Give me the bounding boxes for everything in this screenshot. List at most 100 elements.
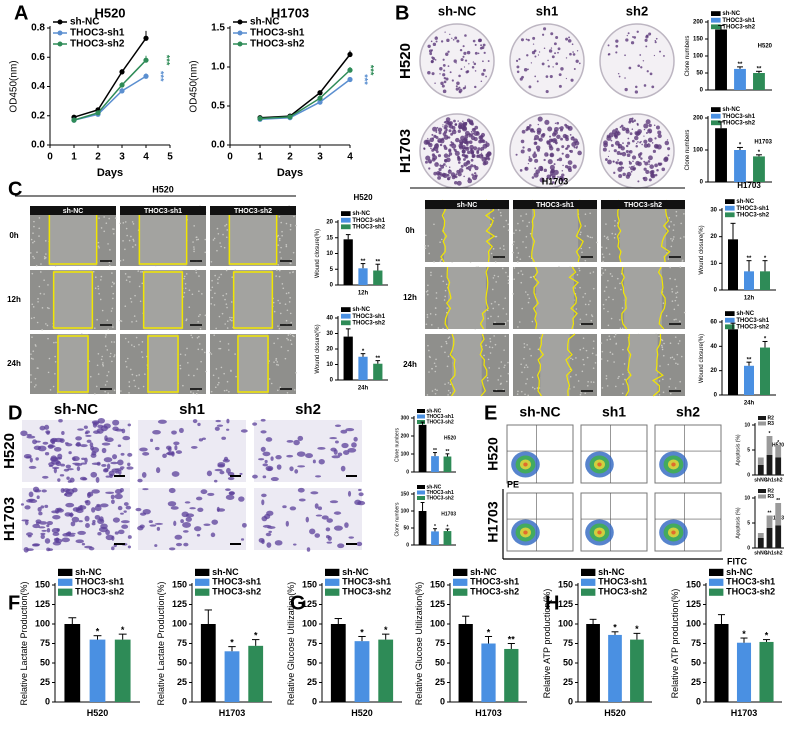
bar: [431, 456, 439, 472]
colony: [649, 124, 652, 127]
cell: [205, 315, 207, 317]
cell: [493, 335, 495, 337]
cell: [293, 216, 295, 218]
cell: [204, 252, 206, 254]
cell: [109, 262, 111, 264]
cell: [193, 251, 195, 253]
image-cell: [601, 334, 685, 396]
cell: [662, 379, 664, 381]
cell: [219, 242, 221, 244]
legend-swatch: [417, 491, 425, 495]
colony: [648, 130, 650, 132]
cell: [103, 230, 105, 232]
cell: [528, 302, 530, 304]
colony: [459, 89, 463, 93]
cell: [129, 276, 131, 278]
cell: [180, 519, 184, 523]
cell: [38, 526, 45, 528]
colony: [440, 174, 443, 177]
cell: [201, 349, 203, 351]
colony: [533, 43, 534, 44]
cell: [201, 293, 203, 295]
flow-density: [597, 462, 601, 466]
cell: [228, 343, 230, 345]
grid-title: H1703: [542, 176, 569, 186]
cell: [100, 299, 102, 301]
cell: [115, 217, 117, 219]
colony: [659, 51, 661, 53]
colony: [474, 131, 479, 136]
legend-swatch: [341, 224, 351, 229]
cell: [492, 308, 494, 310]
legend-marker: [58, 42, 63, 47]
cell: [41, 489, 46, 492]
colony: [631, 41, 634, 44]
cell: [189, 289, 191, 291]
cell: [663, 355, 665, 357]
colony: [576, 60, 579, 63]
cell: [280, 257, 282, 259]
cell: [127, 276, 129, 278]
colony: [560, 138, 563, 141]
bar: [373, 364, 382, 380]
colony: [640, 152, 643, 155]
cell: [112, 298, 114, 300]
colony: [434, 144, 439, 149]
cell: [669, 267, 671, 269]
colony: [663, 157, 668, 162]
colony: [634, 136, 638, 140]
cell: [522, 274, 524, 276]
cell: [125, 361, 127, 363]
cell: [426, 291, 428, 293]
cell: [261, 499, 264, 505]
colony: [474, 86, 476, 88]
cell: [203, 523, 210, 526]
cell: [498, 209, 500, 211]
colony: [565, 165, 568, 168]
cell: [620, 289, 622, 291]
cell: [93, 430, 100, 434]
cell: [221, 437, 226, 440]
y-tick-label: 0: [696, 696, 701, 706]
colony: [532, 153, 537, 158]
cell: [525, 364, 527, 366]
cell: [142, 452, 149, 456]
colony: [470, 151, 474, 155]
cell: [36, 251, 38, 253]
cell: [587, 385, 589, 387]
colony: [431, 40, 433, 42]
colony: [603, 143, 608, 148]
colony: [607, 135, 611, 139]
colony: [562, 170, 564, 172]
cell: [211, 533, 216, 538]
legend-swatch: [758, 489, 766, 493]
colony: [454, 59, 457, 62]
cell: [295, 372, 297, 374]
cell: [226, 389, 228, 391]
cell: [38, 227, 40, 229]
cell: [40, 271, 42, 273]
y-tick-label: 0: [312, 696, 317, 706]
cell: [172, 471, 180, 477]
cell: [449, 336, 451, 338]
y-axis-label: Apoptosis (%): [735, 434, 741, 465]
cell: [608, 296, 610, 298]
legend-swatch: [725, 311, 735, 316]
cell: [573, 386, 575, 388]
x-axis-label: 24h: [358, 385, 369, 391]
cell: [286, 338, 288, 340]
colony: [629, 166, 630, 167]
colony: [467, 151, 470, 154]
cell: [446, 307, 448, 309]
cell: [593, 347, 595, 349]
legend-label: THOC3-sh2: [598, 587, 647, 597]
cell: [293, 440, 300, 445]
cell: [47, 528, 50, 533]
cell: [526, 236, 528, 238]
cell: [508, 279, 510, 281]
colony: [613, 172, 615, 174]
cell: [72, 456, 80, 461]
wound-gap: [540, 334, 569, 396]
cell: [605, 269, 607, 271]
colony: [629, 67, 632, 70]
